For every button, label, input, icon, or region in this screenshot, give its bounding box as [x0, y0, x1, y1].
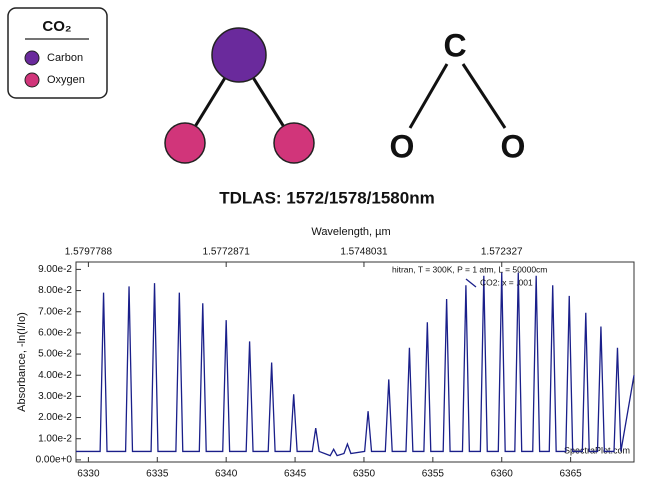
bond — [408, 63, 449, 129]
oxygen-atom — [164, 122, 206, 164]
legend-item: Carbon — [47, 52, 83, 64]
x-tick-label: 6365 — [559, 469, 582, 480]
x-tick-label: 6345 — [284, 469, 307, 480]
oxygen-atom — [273, 122, 315, 164]
carbon-atom — [211, 27, 267, 83]
plot-frame — [75, 261, 635, 463]
x-tick-label: 6335 — [146, 469, 169, 480]
y-tick-label: 9.00e-2 — [38, 264, 72, 275]
x-tick-label: 6360 — [491, 469, 514, 480]
legend-item: Oxygen — [47, 74, 85, 86]
x2-tick-label: 1.5772871 — [203, 247, 251, 258]
y-axis-label: Absorbance, -ln(I/Io) — [16, 312, 28, 412]
atom-label: C — [443, 27, 466, 63]
x2-tick-label: 1.572327 — [481, 247, 523, 258]
x-tick-label: 6355 — [422, 469, 445, 480]
chart-title: TDLAS: 1572/1578/1580nm — [219, 188, 434, 207]
x-tick-label: 6350 — [353, 469, 376, 480]
x-tick-label: 6340 — [215, 469, 238, 480]
y-tick-label: 3.00e-2 — [38, 391, 72, 402]
y-tick-label: 2.00e-2 — [38, 412, 72, 423]
x2-axis-label: Wavelength, µm — [311, 226, 390, 238]
x2-tick-label: 1.5797788 — [65, 247, 113, 258]
y-tick-label: 7.00e-2 — [38, 306, 72, 317]
atom-label: O — [390, 128, 415, 164]
y-tick-label: 5.00e-2 — [38, 349, 72, 360]
y-tick-label: 6.00e-2 — [38, 328, 72, 339]
carbon-swatch — [24, 50, 40, 66]
legend-title: CO₂ — [42, 18, 71, 35]
legend-label: CO2: x = .001 — [480, 277, 533, 287]
y-tick-label: 4.00e-2 — [38, 370, 72, 381]
atom-label: O — [501, 128, 526, 164]
y-tick-label: 1.00e-2 — [38, 433, 72, 444]
legend-line — [465, 278, 477, 288]
y-tick-label: 8.00e-2 — [38, 285, 72, 296]
spectrum-line — [76, 272, 635, 457]
x2-tick-label: 1.5748031 — [340, 247, 388, 258]
x-tick-label: 6330 — [77, 469, 100, 480]
annotation: hitran, T = 300K, P = 1 atm, L = 50000cm — [392, 264, 547, 274]
oxygen-swatch — [24, 72, 40, 88]
y-tick-label: 0.00e+0 — [36, 455, 73, 466]
bond — [461, 63, 507, 129]
